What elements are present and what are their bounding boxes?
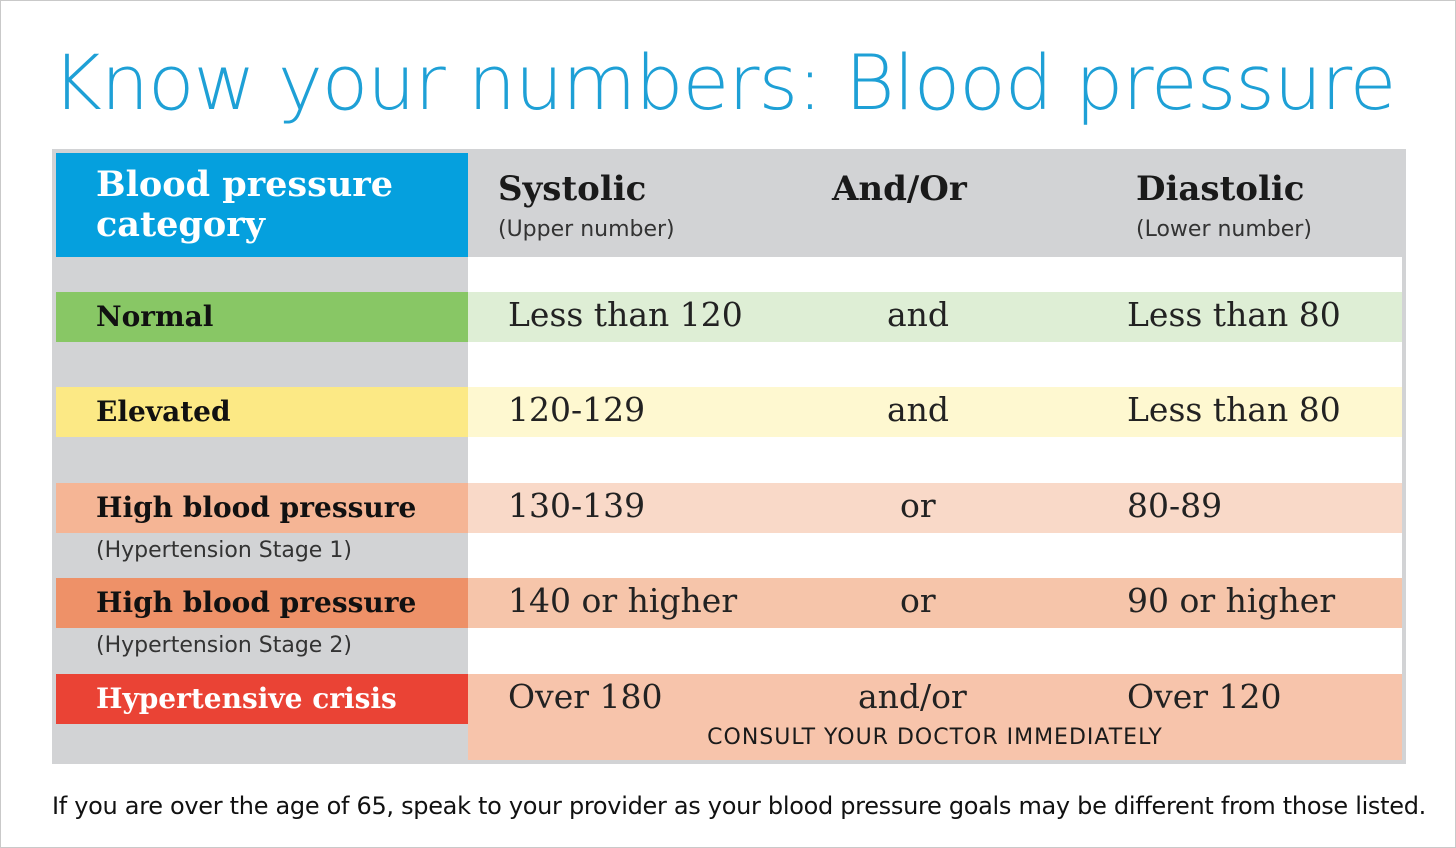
systolic-crisis: Over 180 (508, 677, 663, 716)
andor-normal: and (887, 295, 950, 334)
diastolic-crisis: Over 120 (1127, 677, 1282, 716)
andor-stage2: or (900, 581, 936, 620)
systolic-header: Systolic (498, 169, 647, 209)
category-header: Blood pressure category (56, 153, 468, 257)
spacer (468, 257, 1402, 292)
diastolic-stage2: 90 or higher (1127, 581, 1336, 620)
andor-header: And/Or (832, 169, 967, 209)
systolic-stage2: 140 or higher (508, 581, 738, 620)
systolic-subheader: (Upper number) (498, 217, 675, 242)
andor-stage1: or (900, 486, 936, 525)
consult-warning: CONSULT YOUR DOCTOR IMMEDIATELY (707, 725, 1163, 750)
category-stage2: High blood pressure (56, 578, 468, 628)
row-band-elevated (468, 387, 1402, 437)
row-band-stage1 (468, 483, 1402, 533)
spacer (468, 342, 1402, 387)
page-title: Know your numbers: Blood pressure (52, 38, 1396, 127)
diastolic-normal: Less than 80 (1127, 295, 1341, 334)
row-band-crisis (468, 674, 1402, 760)
category-normal: Normal (56, 292, 468, 342)
footnote: If you are over the age of 65, speak to … (52, 792, 1426, 820)
category-crisis: Hypertensive crisis (56, 674, 468, 724)
row-band-normal (468, 292, 1402, 342)
andor-elevated: and (887, 390, 950, 429)
spacer (468, 533, 1402, 578)
andor-crisis: and/or (858, 677, 967, 716)
diastolic-header: Diastolic (1136, 169, 1305, 209)
systolic-stage1: 130-139 (508, 486, 646, 525)
category-elevated: Elevated (56, 387, 468, 437)
diastolic-elevated: Less than 80 (1127, 390, 1341, 429)
bp-table: Blood pressure category Systolic (Upper … (52, 149, 1406, 764)
diastolic-subheader: (Lower number) (1136, 217, 1312, 242)
row-band-stage2 (468, 578, 1402, 628)
category-stage1: High blood pressure (56, 483, 468, 533)
spacer (468, 437, 1402, 483)
spacer (468, 628, 1402, 674)
category-stage1-sub: (Hypertension Stage 1) (96, 538, 352, 563)
category-stage2-sub: (Hypertension Stage 2) (96, 633, 352, 658)
systolic-elevated: 120-129 (508, 390, 646, 429)
diastolic-stage1: 80-89 (1127, 486, 1223, 525)
systolic-normal: Less than 120 (508, 295, 743, 334)
